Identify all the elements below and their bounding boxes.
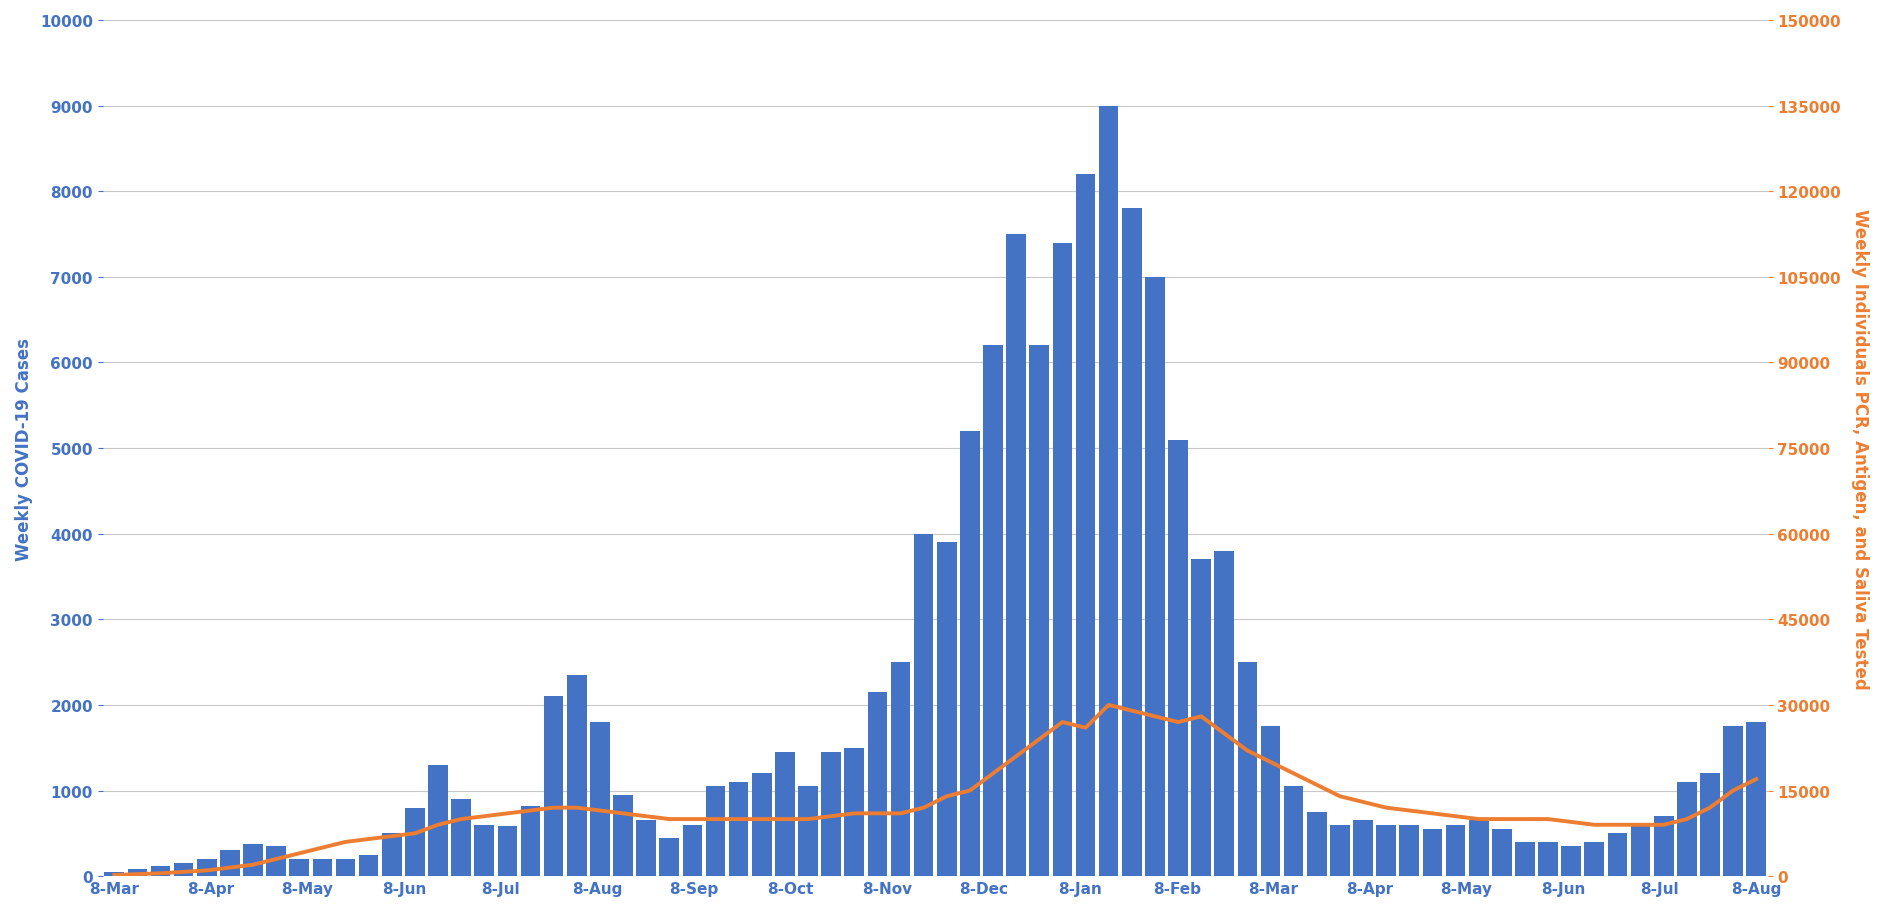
Bar <box>198 859 217 876</box>
Bar <box>313 859 332 876</box>
Bar <box>290 859 309 876</box>
Bar <box>1654 816 1673 876</box>
Y-axis label: Weekly Individuals PCR, Antigen, and Saliva Tested: Weekly Individuals PCR, Antigen, and Sal… <box>1850 209 1869 689</box>
Bar <box>590 722 610 876</box>
Bar <box>266 846 286 876</box>
Bar <box>520 806 541 876</box>
Bar <box>659 838 678 876</box>
Bar <box>1377 824 1396 876</box>
Bar <box>1584 842 1603 876</box>
Bar <box>612 795 633 876</box>
Bar <box>1607 834 1628 876</box>
Bar <box>1400 824 1419 876</box>
Bar <box>891 662 910 876</box>
Bar <box>1123 210 1142 876</box>
Bar <box>1076 175 1095 876</box>
Bar <box>1492 829 1511 876</box>
Bar <box>475 824 494 876</box>
Bar <box>1632 824 1650 876</box>
Bar <box>1029 346 1049 876</box>
Bar <box>983 346 1002 876</box>
Bar <box>128 869 147 876</box>
Bar <box>1307 812 1326 876</box>
Bar <box>1168 440 1187 876</box>
Bar <box>1006 235 1027 876</box>
Bar <box>358 855 379 876</box>
Bar <box>1746 722 1765 876</box>
Bar <box>567 675 586 876</box>
Bar <box>1098 107 1119 876</box>
Bar <box>1330 824 1349 876</box>
Bar <box>1699 773 1720 876</box>
Bar <box>1562 846 1581 876</box>
Bar <box>1537 842 1558 876</box>
Bar <box>1445 824 1466 876</box>
Bar <box>1215 551 1234 876</box>
Bar <box>1053 243 1072 876</box>
Bar <box>104 872 124 876</box>
Bar <box>729 783 748 876</box>
Bar <box>1260 726 1281 876</box>
Bar <box>1238 662 1257 876</box>
Bar <box>961 432 980 876</box>
Bar <box>1677 783 1697 876</box>
Bar <box>1515 842 1535 876</box>
Bar <box>637 821 656 876</box>
Bar <box>497 826 518 876</box>
Bar <box>544 697 563 876</box>
Bar <box>1283 786 1304 876</box>
Bar <box>173 864 194 876</box>
Bar <box>774 752 795 876</box>
Bar <box>243 844 262 876</box>
Bar <box>220 851 239 876</box>
Bar <box>382 834 401 876</box>
Bar <box>405 808 424 876</box>
Bar <box>821 752 840 876</box>
Bar <box>1724 726 1743 876</box>
Bar <box>452 799 471 876</box>
Bar <box>682 824 703 876</box>
Bar <box>1470 821 1488 876</box>
Bar <box>844 748 865 876</box>
Bar <box>867 692 887 876</box>
Bar <box>1191 559 1211 876</box>
Bar <box>936 543 957 876</box>
Y-axis label: Weekly COVID-19 Cases: Weekly COVID-19 Cases <box>15 337 34 560</box>
Bar <box>752 773 772 876</box>
Bar <box>1353 821 1373 876</box>
Bar <box>151 866 170 876</box>
Bar <box>799 786 818 876</box>
Bar <box>335 859 356 876</box>
Bar <box>428 765 448 876</box>
Bar <box>1145 278 1164 876</box>
Bar <box>914 534 933 876</box>
Bar <box>1422 829 1443 876</box>
Bar <box>706 786 725 876</box>
